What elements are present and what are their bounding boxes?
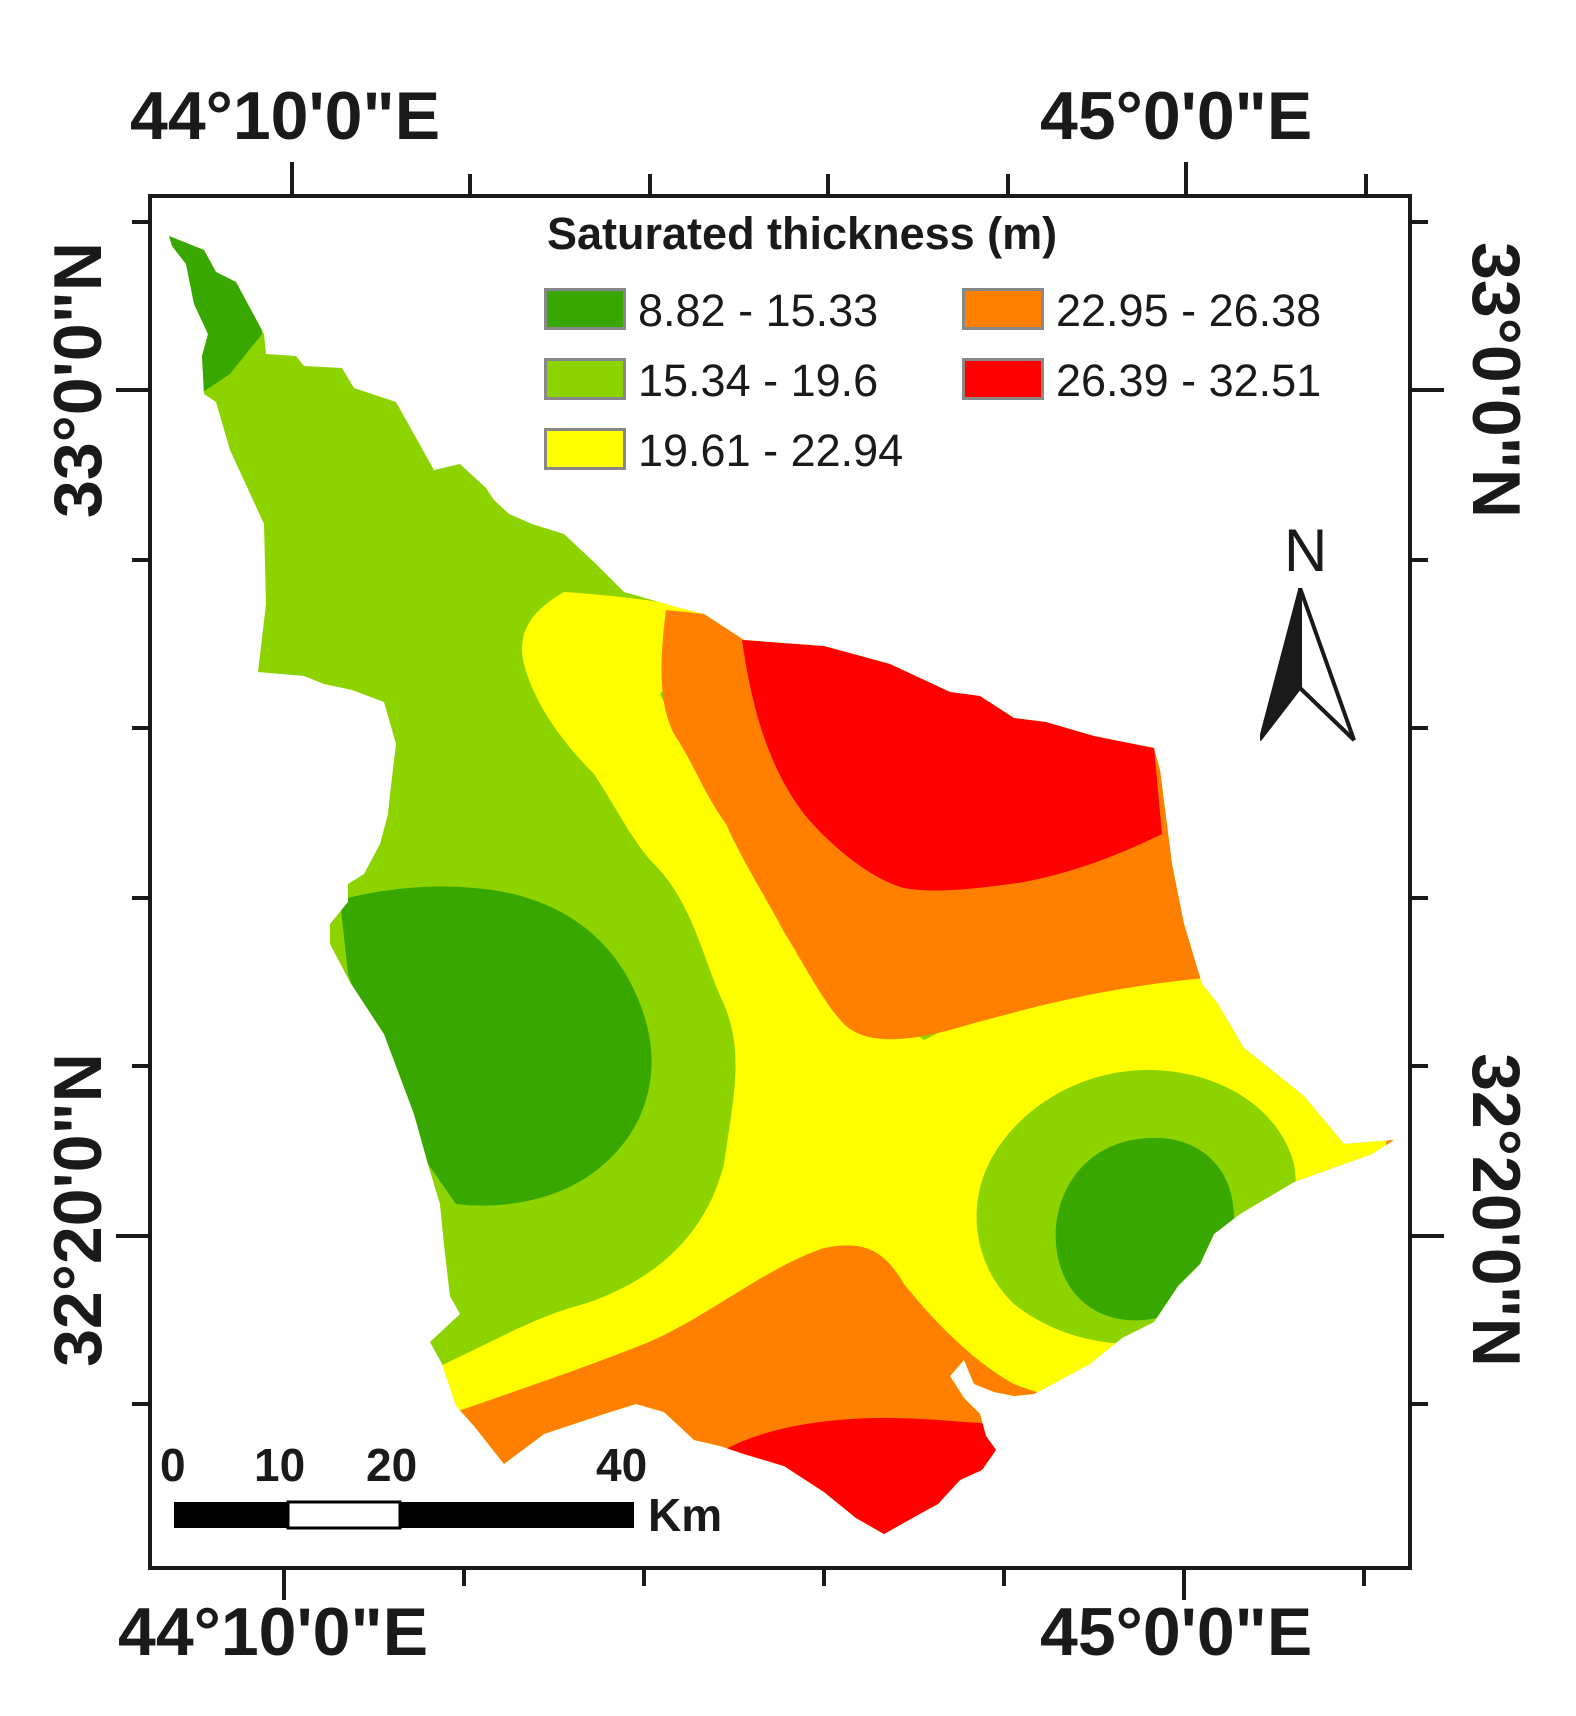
- zone-east-tip-orange: [1384, 1134, 1394, 1154]
- bottom-lon-label-1: 44°10'0"E: [118, 1594, 429, 1670]
- scale-bar: [174, 1500, 634, 1530]
- bottom-lon-label-2: 45°0'0"E: [1040, 1594, 1313, 1670]
- map-frame: Saturated thickness (m) 8.82 - 15.33 15.…: [148, 194, 1412, 1570]
- zone-northeast-red: [742, 640, 1162, 891]
- legend-swatch-class-4: [962, 288, 1044, 330]
- scale-segment-2: [286, 1500, 402, 1530]
- scale-segment-3: [400, 1502, 634, 1528]
- zone-south-red: [724, 1418, 1014, 1534]
- legend-swatch-class-3: [544, 428, 626, 470]
- scale-unit: Km: [648, 1489, 723, 1541]
- scale-segment-1: [174, 1502, 288, 1528]
- left-lat-label-1: 33°0'0"N: [40, 242, 116, 518]
- right-lat-label-2: 32°20'0"N: [1458, 1053, 1534, 1367]
- legend-label-class-3: 19.61 - 22.94: [638, 425, 904, 476]
- scale-tick-10: 10: [254, 1439, 306, 1491]
- legend-swatch-class-1: [544, 288, 626, 330]
- left-lat-label-2: 32°20'0"N: [40, 1053, 116, 1367]
- north-arrow-label: N: [1284, 517, 1328, 584]
- scale-tick-40: 40: [596, 1439, 648, 1491]
- north-arrow-icon: [1260, 588, 1356, 742]
- scale-tick-0: 0: [160, 1439, 186, 1491]
- thickness-map: [169, 236, 1394, 1534]
- legend-swatch-class-2: [544, 358, 626, 400]
- legend-title: Saturated thickness (m): [547, 208, 1058, 259]
- legend-swatch-class-5: [962, 358, 1044, 400]
- zone-west-dark: [340, 886, 652, 1206]
- legend-label-class-1: 8.82 - 15.33: [638, 285, 879, 336]
- right-lat-label-1: 33°0'0"N: [1458, 242, 1534, 518]
- scale-tick-20: 20: [366, 1439, 418, 1491]
- legend-label-class-2: 15.34 - 19.6: [638, 355, 879, 406]
- legend-label-class-4: 22.95 - 26.38: [1056, 285, 1322, 336]
- legend-label-class-5: 26.39 - 32.51: [1056, 355, 1322, 406]
- top-lon-label-2: 45°0'0"E: [1040, 78, 1313, 154]
- top-lon-label-1: 44°10'0"E: [130, 78, 441, 154]
